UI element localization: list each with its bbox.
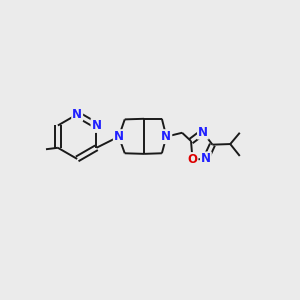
Text: N: N (161, 130, 171, 143)
Text: N: N (201, 152, 211, 165)
Text: O: O (188, 153, 197, 166)
Text: N: N (114, 130, 124, 143)
Text: N: N (92, 119, 101, 132)
Text: N: N (198, 126, 208, 139)
Text: N: N (72, 108, 82, 121)
